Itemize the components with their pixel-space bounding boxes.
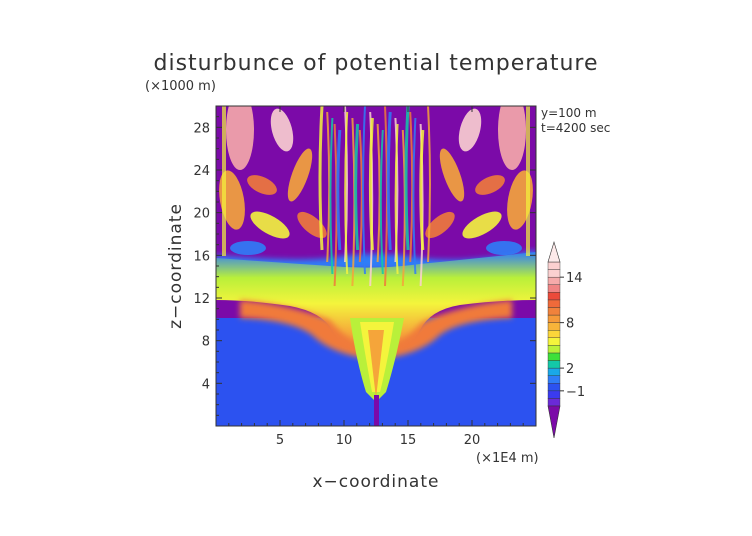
colorbar-segment	[547, 307, 561, 316]
y-tick-label: 20	[193, 207, 210, 222]
colorbar-segment	[547, 390, 561, 399]
y-tick-label: 28	[193, 121, 210, 136]
colorbar-segment	[547, 375, 561, 384]
colorbar-segment	[547, 299, 561, 308]
y-tick-label: 12	[193, 292, 210, 307]
colorbar-top-arrow	[547, 240, 561, 263]
colorbar-segment	[547, 276, 561, 285]
colorbar-segment	[547, 337, 561, 346]
warm-band	[216, 252, 536, 355]
colorbar-segment	[547, 284, 561, 293]
colorbar-segment	[547, 398, 561, 407]
x-tick-label: 10	[336, 433, 353, 448]
colorbar-segment	[547, 383, 561, 392]
x-unit-label: (×1E4 m)	[476, 451, 539, 466]
colorbar-label: 14	[566, 271, 583, 286]
y-tick-label: 16	[193, 249, 210, 264]
x-tick-label: 20	[464, 433, 481, 448]
y-tick-label: 8	[202, 335, 210, 350]
colorbar-segment	[547, 352, 561, 361]
colorbar-segment	[547, 269, 561, 278]
x-axis-title: x−coordinate	[313, 472, 440, 492]
heatmap-field	[216, 106, 536, 426]
colorbar-segment	[547, 292, 561, 301]
colorbar-label: −1	[566, 385, 585, 400]
colorbar-segment	[547, 322, 561, 331]
chart-title: disturbunce of potential temperature	[154, 51, 599, 76]
colorbar-segment	[547, 345, 561, 354]
colorbar-bottom-arrow	[547, 405, 561, 439]
annotation-y: y=100 m	[541, 106, 597, 120]
y-tick-label: 4	[202, 377, 210, 392]
y-ticks: 4 8 12 16 20 24 28	[193, 116, 536, 416]
x-tick-label: 15	[400, 433, 417, 448]
colorbar-label: 2	[566, 362, 574, 377]
colorbar-segment	[547, 261, 561, 270]
annotation-t: t=4200 sec	[541, 121, 610, 135]
x-ticks: 5 10 15 20	[228, 106, 524, 448]
y-tick-label: 24	[193, 164, 210, 179]
y-unit-label: (×1000 m)	[145, 79, 216, 94]
colorbar-segment	[547, 314, 561, 323]
y-axis-title: z−coordinate	[166, 203, 186, 329]
colorbar-segment	[547, 367, 561, 376]
colorbar: −1 2 8 14	[547, 240, 585, 439]
colorbar-label: 8	[566, 317, 574, 332]
x-tick-label: 5	[276, 433, 284, 448]
colorbar-segment	[547, 360, 561, 369]
colorbar-segment	[547, 330, 561, 338]
